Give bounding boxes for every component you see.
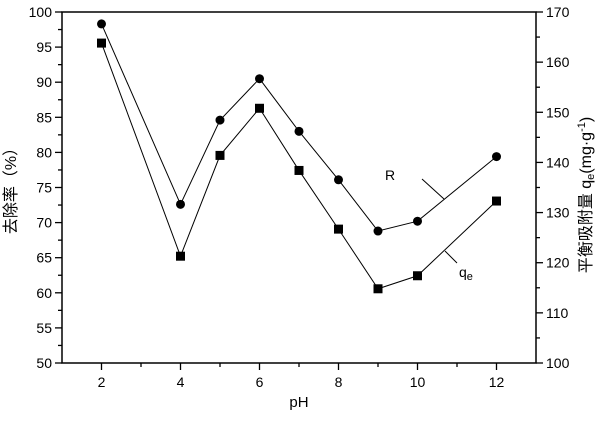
left-tick-label: 100 xyxy=(29,4,53,20)
left-tick-label: 65 xyxy=(36,250,52,266)
right-tick-label: 100 xyxy=(546,355,570,371)
left-tick-label: 95 xyxy=(36,39,52,55)
series-R-point xyxy=(215,115,225,125)
qe-label-leader-line xyxy=(444,250,458,264)
series-R-point xyxy=(334,175,343,185)
right-tick-label: 140 xyxy=(546,154,570,170)
left-tick-label: 75 xyxy=(36,180,52,196)
series-R-point xyxy=(294,126,304,136)
qe-label: qe xyxy=(459,264,473,283)
left-tick-label: 55 xyxy=(36,320,52,336)
series-qe-point xyxy=(294,165,304,175)
right-tick-label: 120 xyxy=(546,255,570,271)
series-R-point xyxy=(176,199,185,209)
left-axis-title: 去除率（%） xyxy=(2,140,20,234)
series-qe-point xyxy=(334,224,343,234)
x-tick-label: 6 xyxy=(256,374,264,390)
series-qe-point xyxy=(97,38,106,48)
x-tick-label: 12 xyxy=(489,374,505,390)
left-tick-label: 60 xyxy=(36,285,52,301)
right-tick-label: 150 xyxy=(546,104,570,120)
series-qe-point xyxy=(413,271,422,281)
series-qe-point xyxy=(373,284,383,294)
right-tick-label: 160 xyxy=(546,54,570,70)
right-tick-label: 130 xyxy=(546,205,570,221)
x-tick-label: 2 xyxy=(98,374,106,390)
left-tick-label: 85 xyxy=(36,109,52,125)
right-axis-title: 平衡吸附量 qe(mg·g-1) xyxy=(576,117,597,273)
right-tick-label: 170 xyxy=(546,4,570,20)
left-tick-label: 80 xyxy=(36,144,52,160)
left-tick-label: 90 xyxy=(36,74,52,90)
x-tick-label: 10 xyxy=(410,374,426,390)
series-R-point xyxy=(373,226,383,236)
series-qe-line xyxy=(101,42,497,290)
series-qe-point xyxy=(215,150,225,160)
x-tick-label: 4 xyxy=(177,374,185,390)
x-tick-label: 8 xyxy=(335,374,343,390)
x-axis-title: pH xyxy=(289,394,308,411)
series-R-point xyxy=(492,152,501,162)
r-label-leader-line xyxy=(421,178,445,200)
series-R-point xyxy=(255,74,264,84)
plot-frame xyxy=(61,11,537,364)
series-qe-point xyxy=(492,196,501,206)
series-R-point xyxy=(413,216,422,226)
r-label: R xyxy=(385,167,395,183)
right-tick-label: 110 xyxy=(546,305,569,321)
left-tick-label: 50 xyxy=(36,355,52,371)
left-tick-label: 70 xyxy=(36,215,52,231)
series-qe-point xyxy=(176,251,185,261)
series-qe-point xyxy=(255,103,264,113)
series-R-point xyxy=(97,19,106,29)
